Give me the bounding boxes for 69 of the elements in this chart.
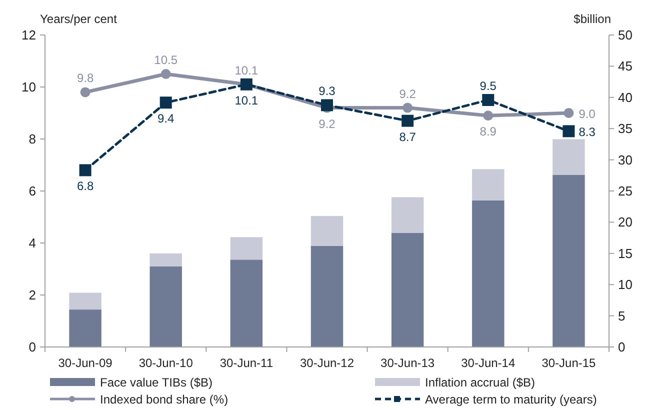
x-tick-label: 30-Jun-13: [380, 356, 435, 370]
legend-label: Inflation accrual ($B): [425, 376, 536, 390]
bar: [391, 232, 424, 347]
legend-label: Indexed bond share (%): [100, 392, 228, 406]
data-label: 9.8: [76, 71, 94, 86]
bar: [552, 139, 585, 175]
y2-tick-label: 20: [618, 214, 632, 230]
y2-tick-label: 50: [618, 28, 632, 42]
data-label: 8.7: [399, 130, 416, 144]
point: [564, 108, 574, 118]
data-label: 8.3: [578, 125, 596, 140]
y-axis-title: Years/per cent: [40, 12, 118, 26]
data-label: 9.0: [578, 107, 596, 121]
y2-tick-label: 15: [618, 246, 632, 261]
legend-label: Face value TIBs ($B): [100, 376, 212, 390]
data-label: 8.9: [480, 124, 497, 139]
point: [562, 125, 575, 138]
y-tick-label: 6: [28, 184, 36, 198]
y2-tick-label: 30: [618, 152, 632, 168]
point: [402, 102, 413, 113]
y2-tick-label: 0: [618, 340, 626, 354]
data-label: 6.8: [76, 179, 94, 194]
bar: [230, 260, 263, 347]
x-tick-label: 30-Jun-14: [461, 356, 516, 370]
point: [402, 114, 414, 127]
y-tick-label: 10: [22, 80, 36, 94]
y2-tick-label: 35: [618, 121, 632, 136]
x-tick-label: 30-Jun-10: [138, 356, 194, 370]
data-label: 9.2: [399, 86, 416, 101]
bar: [472, 200, 504, 347]
bar: [69, 292, 102, 310]
y-tick-label: 8: [28, 132, 36, 146]
y-tick-label: 4: [28, 236, 36, 250]
data-label: 10.5: [154, 53, 178, 67]
point: [79, 164, 92, 176]
bar: [552, 174, 585, 347]
bar: [230, 237, 263, 260]
x-tick-label: 30-Jun-11: [220, 356, 274, 370]
data-label: 10.1: [234, 93, 258, 108]
point: [482, 94, 494, 106]
point: [160, 69, 171, 79]
y2-tick-label: 10: [618, 277, 632, 292]
bar: [150, 266, 182, 347]
bar: [310, 246, 344, 347]
y2-tick-label: 40: [618, 90, 632, 105]
y-tick-label: 0: [28, 340, 36, 354]
y-tick-label: 2: [28, 288, 36, 302]
data-label: 9.5: [480, 79, 497, 93]
point: [483, 110, 494, 121]
data-label: 9.3: [318, 84, 336, 98]
y2-tick-label: 25: [618, 184, 632, 198]
point: [80, 87, 90, 98]
x-tick-label: 30-Jun-09: [58, 356, 113, 370]
legend-label: Average term to maturity (years): [425, 392, 597, 406]
bar: [391, 197, 424, 233]
data-label: 10.1: [234, 63, 258, 78]
x-tick-label: 30-Jun-15: [542, 356, 596, 370]
y2-tick-label: 5: [618, 308, 626, 324]
y2-tick-label: 45: [618, 58, 632, 74]
bar: [69, 310, 102, 347]
y-tick-label: 12: [22, 28, 36, 42]
point: [160, 96, 172, 109]
y2-axis-title: $billion: [574, 12, 611, 26]
data-label: 9.2: [318, 116, 336, 131]
bar: [472, 169, 504, 200]
bar: [150, 253, 182, 267]
x-tick-label: 30-Jun-12: [300, 356, 354, 370]
bar: [310, 216, 344, 246]
data-label: 9.4: [158, 112, 175, 126]
